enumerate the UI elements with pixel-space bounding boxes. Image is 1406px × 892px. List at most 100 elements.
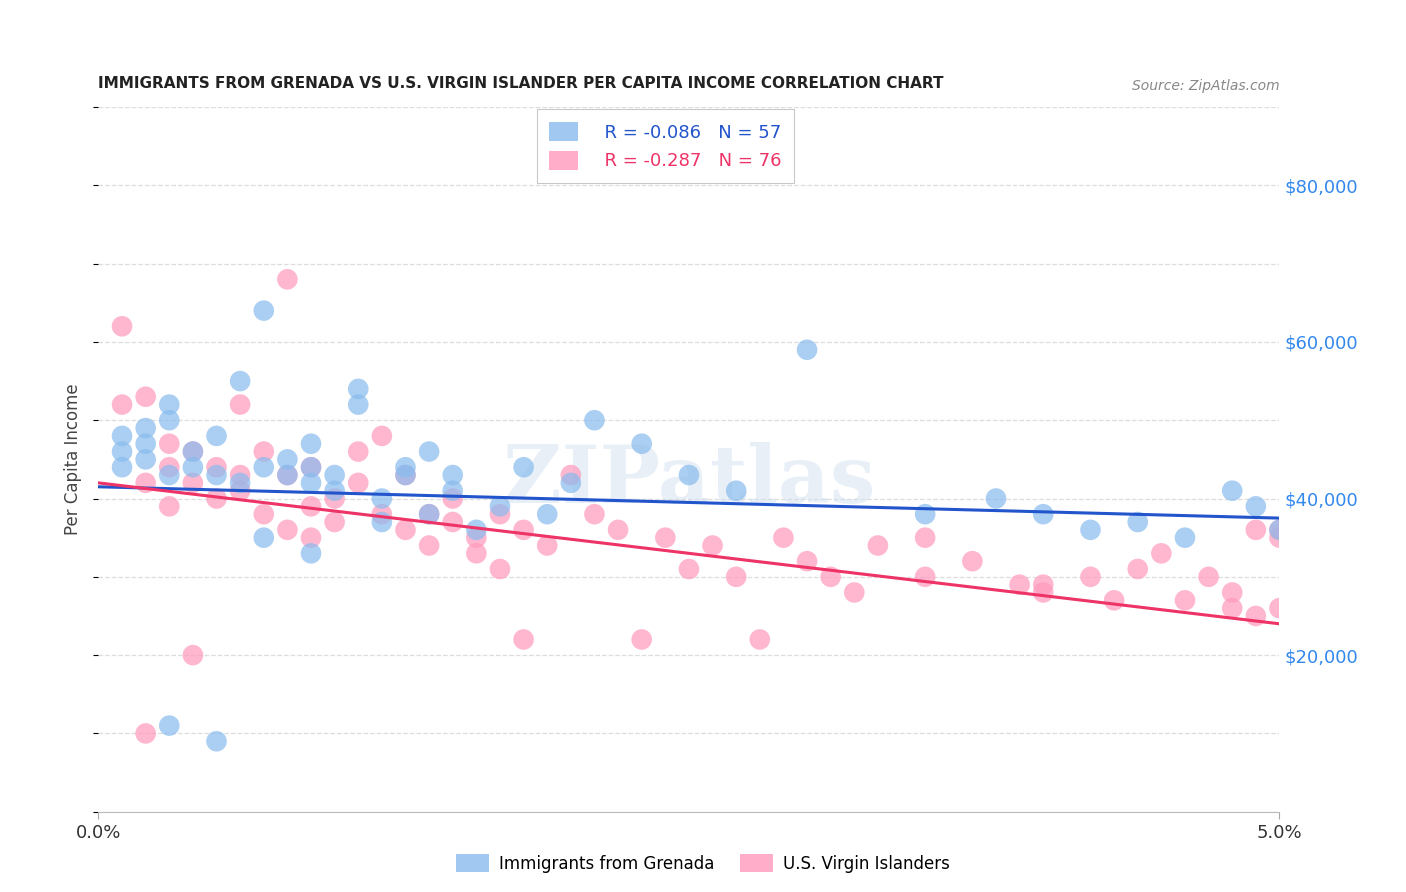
Point bbox=[323, 483, 346, 498]
Point bbox=[299, 546, 322, 560]
Point bbox=[441, 483, 464, 498]
Point bbox=[725, 483, 748, 498]
Point bbox=[157, 500, 180, 514]
Point bbox=[347, 398, 370, 412]
Point bbox=[229, 374, 252, 388]
Point bbox=[253, 303, 276, 318]
Point bbox=[157, 413, 180, 427]
Point bbox=[1126, 562, 1149, 576]
Legend:   R = -0.086   N = 57,   R = -0.287   N = 76: R = -0.086 N = 57, R = -0.287 N = 76 bbox=[537, 109, 794, 183]
Point bbox=[1268, 523, 1291, 537]
Point bbox=[135, 452, 157, 467]
Point bbox=[630, 436, 652, 450]
Point bbox=[394, 468, 416, 483]
Point bbox=[253, 460, 276, 475]
Point bbox=[111, 444, 134, 458]
Point bbox=[299, 460, 322, 475]
Point bbox=[323, 468, 346, 483]
Point bbox=[654, 531, 676, 545]
Point bbox=[678, 562, 700, 576]
Point bbox=[1080, 523, 1102, 537]
Point bbox=[418, 444, 440, 458]
Point bbox=[465, 523, 488, 537]
Point bbox=[1102, 593, 1125, 607]
Point bbox=[583, 507, 606, 521]
Point bbox=[299, 460, 322, 475]
Point bbox=[229, 468, 252, 483]
Point bbox=[418, 539, 440, 553]
Point bbox=[205, 491, 228, 506]
Point bbox=[111, 319, 134, 334]
Point bbox=[229, 483, 252, 498]
Point bbox=[135, 390, 157, 404]
Point bbox=[253, 531, 276, 545]
Point bbox=[1244, 609, 1267, 624]
Point bbox=[229, 398, 252, 412]
Point bbox=[630, 632, 652, 647]
Point bbox=[394, 460, 416, 475]
Point bbox=[489, 507, 512, 521]
Point bbox=[347, 444, 370, 458]
Point bbox=[1150, 546, 1173, 560]
Point bbox=[181, 648, 204, 662]
Point bbox=[1220, 601, 1243, 615]
Point bbox=[512, 460, 534, 475]
Point bbox=[276, 272, 298, 286]
Point bbox=[418, 507, 440, 521]
Point bbox=[205, 468, 228, 483]
Point bbox=[371, 507, 394, 521]
Point bbox=[371, 515, 394, 529]
Point bbox=[1032, 577, 1054, 591]
Point bbox=[914, 531, 936, 545]
Point bbox=[1268, 601, 1291, 615]
Point bbox=[441, 468, 464, 483]
Point bbox=[299, 475, 322, 490]
Point bbox=[1244, 523, 1267, 537]
Point bbox=[1268, 531, 1291, 545]
Point bbox=[181, 444, 204, 458]
Point bbox=[796, 554, 818, 568]
Point bbox=[299, 531, 322, 545]
Point bbox=[512, 523, 534, 537]
Point bbox=[1220, 483, 1243, 498]
Point bbox=[371, 491, 394, 506]
Point bbox=[394, 468, 416, 483]
Point bbox=[536, 539, 558, 553]
Point bbox=[489, 500, 512, 514]
Point bbox=[1008, 577, 1031, 591]
Point bbox=[157, 718, 180, 732]
Point bbox=[371, 429, 394, 443]
Point bbox=[253, 444, 276, 458]
Point bbox=[394, 523, 416, 537]
Point bbox=[323, 491, 346, 506]
Point bbox=[984, 491, 1007, 506]
Point bbox=[441, 491, 464, 506]
Point bbox=[299, 436, 322, 450]
Point bbox=[583, 413, 606, 427]
Point bbox=[347, 475, 370, 490]
Point bbox=[135, 475, 157, 490]
Point bbox=[536, 507, 558, 521]
Point bbox=[299, 500, 322, 514]
Point bbox=[1220, 585, 1243, 599]
Point bbox=[111, 398, 134, 412]
Point bbox=[276, 468, 298, 483]
Point bbox=[1268, 523, 1291, 537]
Point bbox=[1244, 500, 1267, 514]
Point bbox=[276, 523, 298, 537]
Point bbox=[205, 429, 228, 443]
Point bbox=[157, 436, 180, 450]
Point bbox=[772, 531, 794, 545]
Point bbox=[914, 570, 936, 584]
Point bbox=[111, 429, 134, 443]
Point bbox=[253, 507, 276, 521]
Point bbox=[1032, 585, 1054, 599]
Point bbox=[347, 382, 370, 396]
Text: IMMIGRANTS FROM GRENADA VS U.S. VIRGIN ISLANDER PER CAPITA INCOME CORRELATION CH: IMMIGRANTS FROM GRENADA VS U.S. VIRGIN I… bbox=[98, 76, 943, 91]
Point bbox=[678, 468, 700, 483]
Point bbox=[512, 632, 534, 647]
Point bbox=[1174, 531, 1197, 545]
Point bbox=[157, 468, 180, 483]
Point bbox=[796, 343, 818, 357]
Point bbox=[725, 570, 748, 584]
